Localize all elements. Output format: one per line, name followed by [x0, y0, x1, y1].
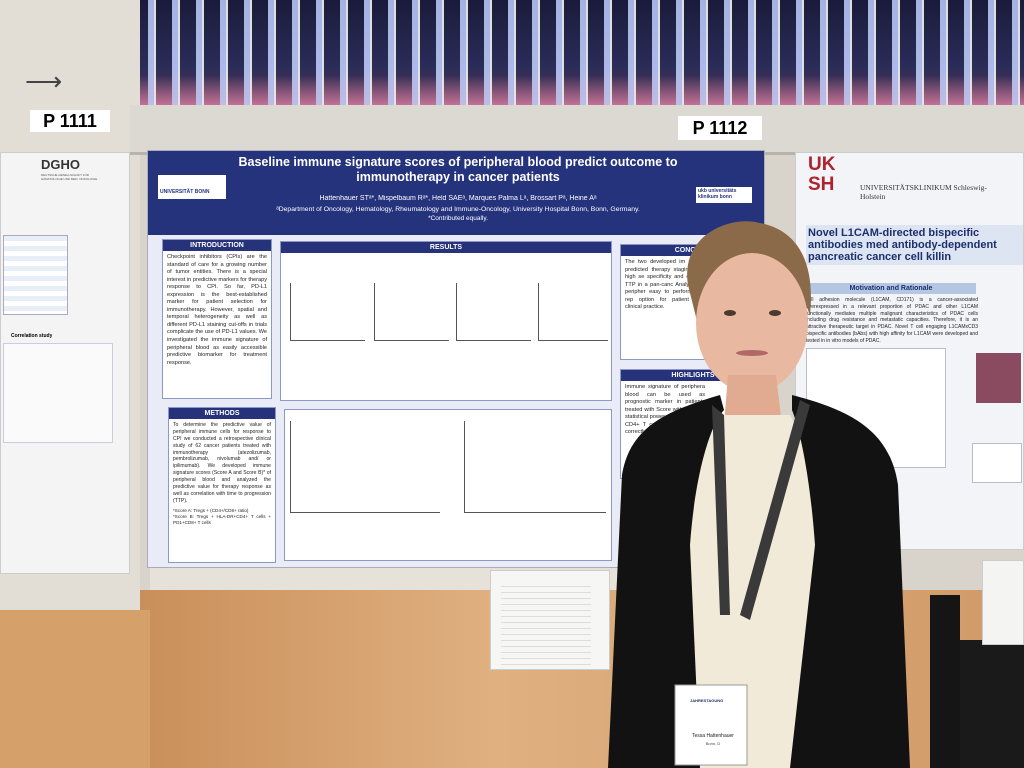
- logo-sub: UNIVERSITÄTSKLINIKUM Schleswig-Holstein: [860, 183, 987, 201]
- score-note: *Score A: Tregs + (CD4+/CD8+ ratio): [173, 507, 249, 513]
- person-background: [930, 595, 960, 768]
- person-background: [960, 640, 1024, 768]
- floor-left: [0, 610, 150, 768]
- poster-title: Novel L1CAM-directed bispecific antibodi…: [806, 225, 1023, 265]
- section-title: Correlation study: [11, 333, 53, 339]
- plots: [3, 343, 113, 443]
- affiliation: ᵃDepartment of Oncology, Hematology, Rhe…: [276, 206, 640, 213]
- logo: UNIVERSITÄT BONN: [158, 175, 226, 199]
- logo: ukb universitäts klinikum bonn: [696, 187, 752, 203]
- left-poster: DGHO DEUTSCHE GESELLSCHAFT FÜR HÄMATOLOG…: [0, 152, 130, 574]
- intro-panel: INTRODUCTION Checkpoint inhibitors (CPIs…: [162, 239, 272, 399]
- blazer-right: [790, 395, 910, 768]
- poster-title: Baseline immune signature scores of peri…: [238, 155, 678, 184]
- face: [696, 253, 808, 393]
- figure-plot: [290, 283, 365, 341]
- board-frame: [130, 105, 1024, 155]
- section-text: cell adhesion molecule (L1CAM, CD171) is…: [806, 297, 978, 344]
- section-text: To determine the predictive value of per…: [173, 422, 271, 504]
- note: *Contributed equally.: [428, 215, 488, 222]
- section-heading: RESULTS: [281, 242, 611, 253]
- badge-city: Bonn, D: [705, 741, 721, 746]
- hair: [687, 221, 811, 325]
- section-text: Checkpoint inhibitors (CPIs) are the sta…: [167, 254, 267, 366]
- section-text: The two developed im scores predicted th…: [625, 259, 705, 311]
- badge-name: Tessa Hattenhauer: [692, 733, 734, 739]
- lanyard: [712, 400, 810, 620]
- authors: Hattenhauer STᵃ*, Mispelbaum Rᵃ*, Held S…: [319, 195, 597, 202]
- paper-sheet: [490, 570, 610, 670]
- eye: [724, 310, 736, 316]
- blazer-left: [608, 395, 724, 768]
- board-label: P 1111: [30, 110, 110, 132]
- mouth: [736, 350, 768, 356]
- logo: DGHO: [41, 157, 80, 172]
- ceiling-lights: [140, 0, 1024, 108]
- figure: [976, 353, 1021, 403]
- person: [608, 221, 910, 768]
- figure-plot: [290, 421, 440, 513]
- section-heading: Motivation and Rationale: [806, 283, 976, 294]
- score-note: *Score B: Tregs + HLA-DR+CD4+ T cells + …: [173, 513, 271, 525]
- methods-panel: METHODS To determine the predictive valu…: [168, 407, 276, 563]
- paper-sheet: [982, 560, 1024, 645]
- board-label: P 1112: [678, 116, 762, 140]
- eye: [769, 310, 781, 316]
- figure-plot: [374, 283, 449, 341]
- logo-sub: DEUTSCHE GESELLSCHAFT FÜR HÄMATOLOGIE UN…: [41, 173, 98, 181]
- section-heading: INTRODUCTION: [163, 240, 271, 251]
- figure: [972, 443, 1022, 483]
- arrow: ⟶: [25, 72, 63, 90]
- figure-plot: [464, 421, 606, 513]
- poster-header: [148, 151, 764, 235]
- badge-event: JAHRESTAGUNG: [690, 698, 724, 703]
- figure-plot: [538, 283, 608, 341]
- table: [3, 235, 68, 315]
- figure-plot: [456, 283, 531, 341]
- neck: [724, 375, 782, 425]
- section-heading: METHODS: [169, 408, 275, 419]
- logo: UKSH: [808, 155, 836, 195]
- badge: [674, 684, 748, 766]
- section-heading: HIGHLIGHTS: [621, 370, 764, 381]
